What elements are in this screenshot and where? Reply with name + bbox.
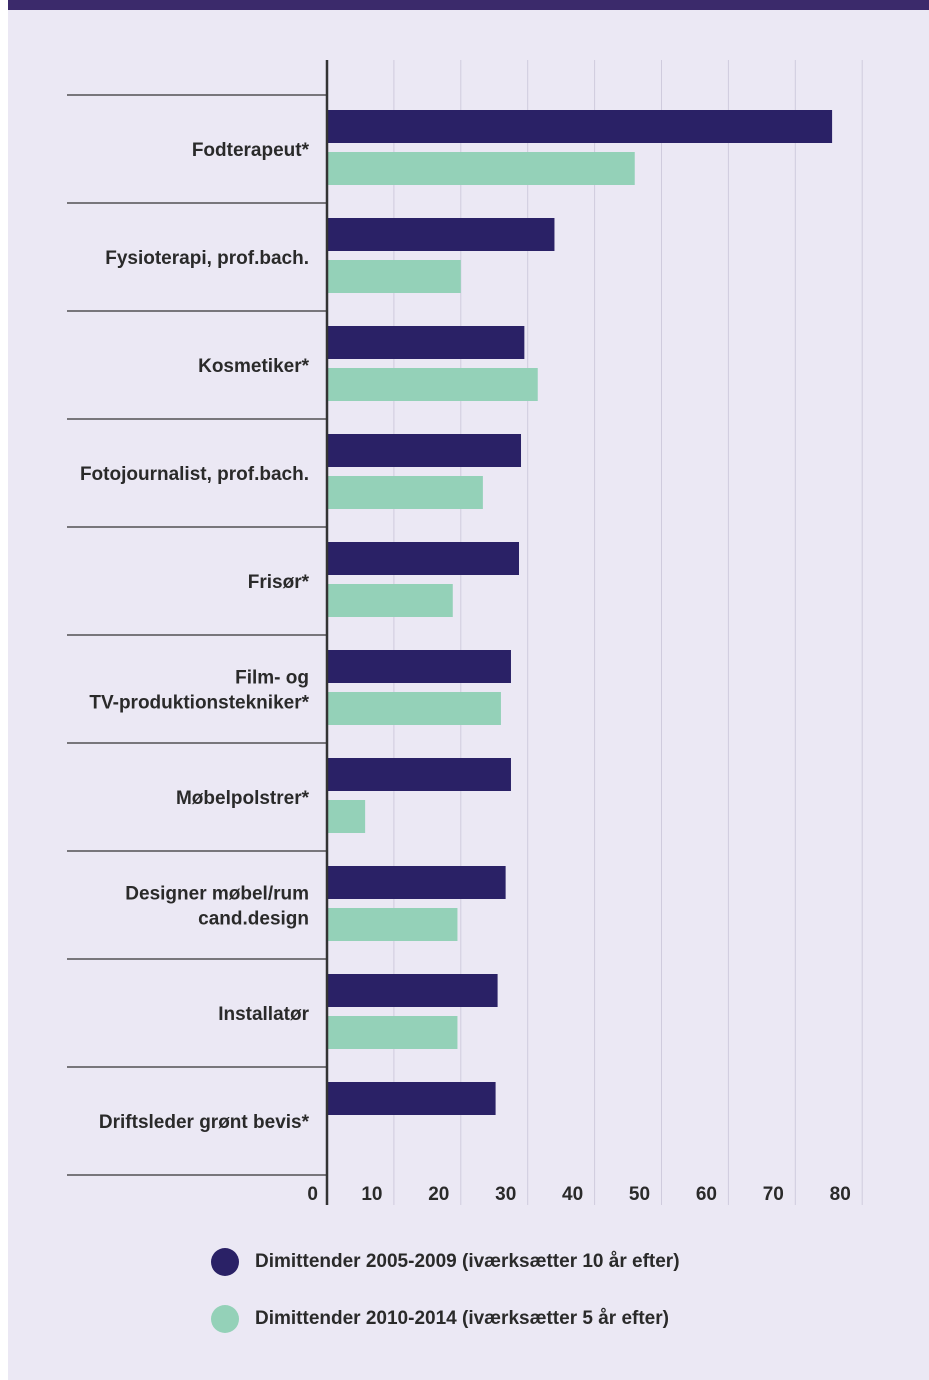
category-label-line: cand.design [198, 909, 309, 930]
x-tick-label: 70 [763, 1184, 784, 1205]
category-label-line: Kosmetiker* [198, 356, 309, 377]
bar-series-2 [327, 368, 538, 401]
bar-series-1 [327, 542, 520, 575]
legend-swatch-series-1 [211, 1248, 239, 1276]
category-label: Fodterapeut* [192, 140, 310, 161]
bar-series-1 [327, 866, 506, 899]
bar-series-2 [327, 908, 458, 941]
bar-series-2 [327, 476, 483, 509]
x-tick-label: 50 [629, 1184, 650, 1205]
category-label: Installatør [218, 1004, 309, 1025]
category-label: Fotojournalist, prof.bach. [80, 464, 309, 485]
category-label-line: Driftsleder grønt bevis* [99, 1112, 310, 1133]
bar-series-1 [327, 326, 525, 359]
x-tick-label: 40 [562, 1184, 583, 1205]
bar-series-1 [327, 218, 555, 251]
top-accent-bar [8, 0, 929, 10]
bar-series-2 [327, 260, 461, 293]
chart-legend: Dimittender 2005-2009 (iværksætter 10 år… [211, 1247, 680, 1361]
category-label-line: Møbelpolstrer* [176, 788, 310, 809]
bar-series-2 [327, 152, 635, 185]
legend-swatch-series-2 [211, 1305, 239, 1333]
category-label-line: Fodterapeut* [192, 140, 310, 161]
legend-item-series-1: Dimittender 2005-2009 (iværksætter 10 år… [211, 1247, 680, 1277]
x-tick-label: 10 [361, 1184, 382, 1205]
bar-series-2 [327, 800, 366, 833]
x-tick-label: 80 [830, 1184, 851, 1205]
bar-series-1 [327, 434, 522, 467]
x-tick-label: 20 [428, 1184, 449, 1205]
category-label: Film- og TV-produktionstekniker* [89, 668, 309, 714]
bar-series-1 [327, 758, 511, 791]
category-label: Frisør* [248, 572, 310, 593]
legend-item-series-2: Dimittender 2010-2014 (iværksætter 5 år … [211, 1304, 680, 1334]
category-label: Møbelpolstrer* [176, 788, 310, 809]
bar-series-2 [327, 692, 501, 725]
bar-series-1 [327, 974, 498, 1007]
x-tick-label: 30 [495, 1184, 516, 1205]
bar-series-2 [327, 1016, 458, 1049]
category-label-line: Fotojournalist, prof.bach. [80, 464, 309, 485]
category-label-line: Fysioterapi, prof.bach. [105, 248, 309, 269]
x-tick-label: 60 [696, 1184, 717, 1205]
category-label: Designer møbel/rum cand.design [125, 884, 309, 930]
x-tick-label: 0 [307, 1184, 318, 1205]
bar-chart: Fodterapeut* Fysioterapi, prof.bach. Kosme… [67, 60, 863, 1205]
legend-label-series-2: Dimittender 2010-2014 (iværksætter 5 år … [255, 1308, 669, 1329]
category-label-line: Frisør* [248, 572, 310, 593]
category-label-line: Installatør [218, 1004, 309, 1025]
legend-label-series-1: Dimittender 2005-2009 (iværksætter 10 år… [255, 1251, 680, 1272]
bar-series-1 [327, 650, 511, 683]
category-label-line: Designer møbel/rum [125, 884, 309, 905]
bar-series-1 [327, 110, 833, 143]
category-label-line: Film- og [235, 668, 309, 689]
bar-series-1 [327, 1082, 496, 1115]
category-label: Fysioterapi, prof.bach. [105, 248, 309, 269]
bar-series-2 [327, 584, 453, 617]
category-label: Driftsleder grønt bevis* [99, 1112, 310, 1133]
category-label-line: TV-produktionstekniker* [89, 693, 309, 714]
category-label: Kosmetiker* [198, 356, 309, 377]
